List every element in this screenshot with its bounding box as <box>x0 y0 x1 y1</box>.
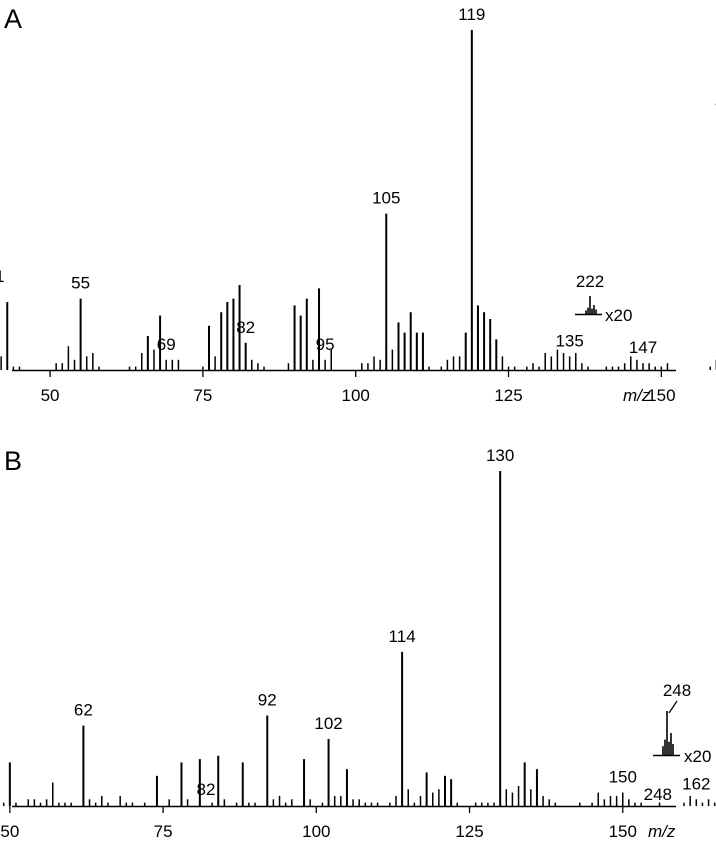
peak-label-mz-82: 82 <box>197 780 216 799</box>
peak-label-mz-147: 147 <box>629 338 657 357</box>
x-axis-unit-label: m/z <box>648 822 676 841</box>
inset-label: 248 <box>663 681 691 700</box>
peak-label-mz-248: 248 <box>644 785 672 804</box>
peak-label-mz-161: 161 <box>714 90 716 109</box>
spectrum-panel-b: B 5075100125150175200225m/z4662829210211… <box>0 446 716 841</box>
peak-label-mz-41: 41 <box>0 267 4 286</box>
peak-label-mz-92: 92 <box>258 691 277 710</box>
x-tick-label-100: 100 <box>302 822 330 841</box>
peak-label-mz-62: 62 <box>74 701 93 720</box>
x-tick-label-100: 100 <box>342 386 370 405</box>
x-axis-unit-label: m/z <box>623 386 651 405</box>
x-tick-label-150: 150 <box>609 822 637 841</box>
inset-magnification-label: x20 <box>605 306 632 325</box>
x-tick-label-50: 50 <box>41 386 60 405</box>
peak-label-mz-114: 114 <box>389 627 416 646</box>
peak-label-mz-102: 102 <box>314 714 342 733</box>
x-tick-label-75: 75 <box>193 386 212 405</box>
molecular-ion-inset: 248 x20 <box>653 681 711 766</box>
peak-label-mz-69: 69 <box>157 335 176 354</box>
peak-label-mz-150: 150 <box>609 768 637 787</box>
x-tick-label-125: 125 <box>455 822 483 841</box>
x-tick-label-125: 125 <box>494 386 522 405</box>
peak-label-mz-135: 135 <box>555 331 583 350</box>
inset-magnification-label: x20 <box>684 747 711 766</box>
peak-label-mz-162: 162 <box>682 774 710 793</box>
peak-label-mz-55: 55 <box>71 274 90 293</box>
panel-label-a: A <box>4 4 22 34</box>
x-tick-label-150: 150 <box>647 386 675 405</box>
peak-label-mz-82: 82 <box>236 318 255 337</box>
inset-label: 222 <box>576 272 604 291</box>
peak-label-mz-105: 105 <box>372 189 400 208</box>
peak-label-mz-119: 119 <box>458 5 485 24</box>
x-tick-label-75: 75 <box>154 822 173 841</box>
x-tick-label-50: 50 <box>0 822 19 841</box>
panel-label-b: B <box>4 446 22 476</box>
spectrum-panel-a: A 5075100125150175200225m/z4155698295105… <box>0 4 716 405</box>
inset-leader-line <box>668 700 678 714</box>
peak-label-mz-95: 95 <box>316 335 335 354</box>
peak-label-mz-130: 130 <box>486 446 514 465</box>
